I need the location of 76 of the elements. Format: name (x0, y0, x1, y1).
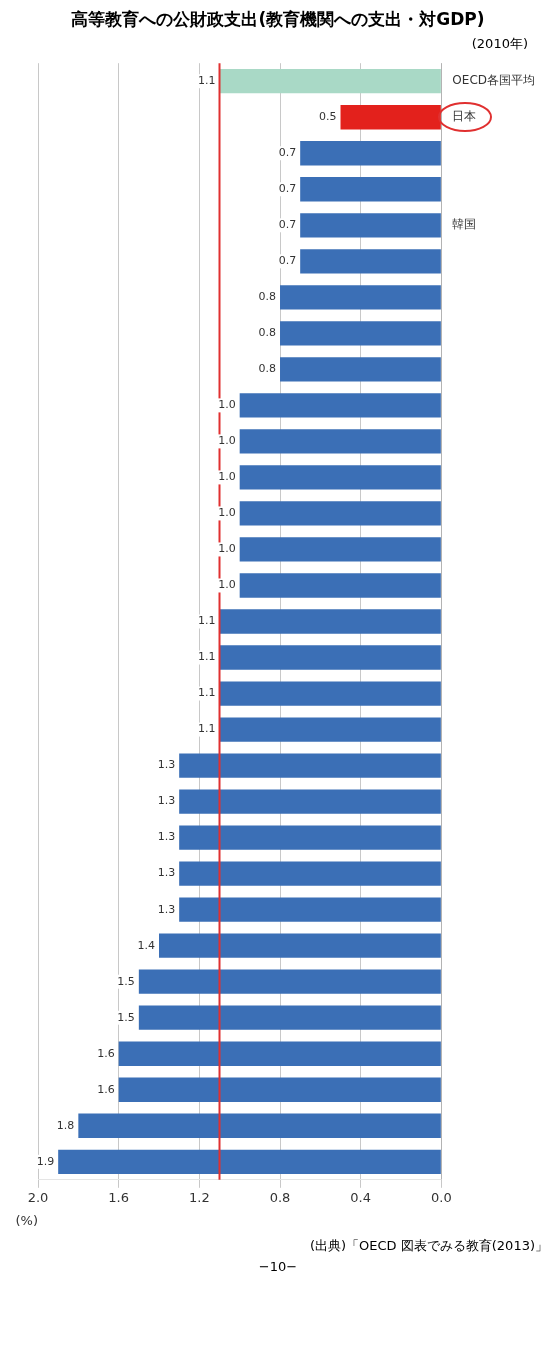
x-tick-label: 0.8 (269, 1189, 291, 1205)
bar (340, 105, 441, 130)
data-label: 1.0 (218, 434, 236, 448)
bar (280, 357, 441, 382)
data-label: 1.9 (36, 1154, 55, 1168)
y-tick-label: OECD各国平均 (452, 73, 536, 88)
bar (138, 969, 441, 994)
bar (239, 573, 441, 598)
bar (138, 1005, 441, 1030)
x-tick-label: 1.2 (189, 1189, 210, 1205)
text: −10− (257, 1259, 299, 1274)
bar (219, 681, 441, 706)
bar (239, 465, 441, 490)
data-label: 1.0 (218, 470, 236, 484)
x-tick-label: 1.6 (108, 1189, 130, 1205)
data-label: 1.6 (97, 1082, 115, 1096)
data-label: 1.1 (198, 686, 216, 700)
data-label: 1.1 (198, 74, 216, 88)
bar (179, 753, 441, 778)
data-label: 1.5 (117, 1010, 135, 1024)
data-label: 1.8 (56, 1118, 75, 1132)
data-label: 0.7 (278, 182, 297, 196)
bar (78, 1113, 441, 1138)
data-label: 1.3 (157, 758, 176, 772)
y-tick-label: 日本 (452, 109, 477, 124)
bar (179, 897, 441, 922)
bar (179, 825, 441, 850)
data-label: 1.0 (218, 506, 236, 520)
bar (159, 933, 441, 958)
data-label: 1.3 (157, 866, 176, 880)
data-label: 1.4 (137, 938, 156, 952)
bar (239, 537, 441, 562)
data-label: 1.1 (198, 614, 216, 628)
bar (300, 213, 441, 238)
data-label: 1.3 (157, 902, 176, 916)
data-label: 0.7 (278, 254, 297, 268)
data-label: 1.0 (218, 398, 236, 412)
bar (300, 141, 441, 166)
bar (118, 1077, 441, 1102)
data-label: 1.0 (218, 542, 236, 556)
x-axis-title: (%) (15, 1212, 38, 1228)
bar (280, 285, 441, 310)
bar (219, 717, 441, 742)
bar (58, 1149, 441, 1174)
chart-title: 高等教育への公財政支出(教育機関への支出・対GDP) (70, 8, 486, 31)
data-label: 1.5 (117, 974, 135, 988)
x-tick-label: 0.4 (350, 1189, 372, 1205)
data-label: 0.8 (258, 326, 277, 340)
bar (219, 609, 441, 634)
data-label: 1.1 (198, 722, 216, 736)
bar (219, 645, 441, 670)
data-label: 0.5 (319, 110, 337, 124)
data-label: 0.7 (278, 218, 297, 232)
data-label: 1.0 (218, 578, 236, 592)
data-label: 0.7 (278, 146, 297, 160)
bar (300, 249, 441, 274)
bar (239, 393, 441, 418)
data-label: 0.8 (258, 290, 277, 304)
bar (118, 1041, 441, 1066)
bar (239, 501, 441, 526)
x-tick-label: 2.0 (27, 1189, 49, 1205)
data-label: 1.3 (157, 794, 176, 808)
bar (239, 429, 441, 454)
y-tick-label: 韓国 (452, 217, 477, 232)
x-tick-label: 0.0 (431, 1189, 452, 1205)
bar (179, 861, 441, 886)
bar (280, 321, 441, 346)
bar (179, 789, 441, 814)
bar (300, 177, 441, 202)
text: (2010年) (470, 35, 528, 53)
data-label: 1.6 (97, 1046, 115, 1060)
data-label: 0.8 (258, 362, 277, 376)
data-label: 1.3 (157, 830, 176, 844)
text: (出典)「OECD 図表でみる教育(2013)」 (308, 1237, 548, 1255)
bar (219, 69, 441, 94)
data-label: 1.1 (198, 650, 216, 664)
